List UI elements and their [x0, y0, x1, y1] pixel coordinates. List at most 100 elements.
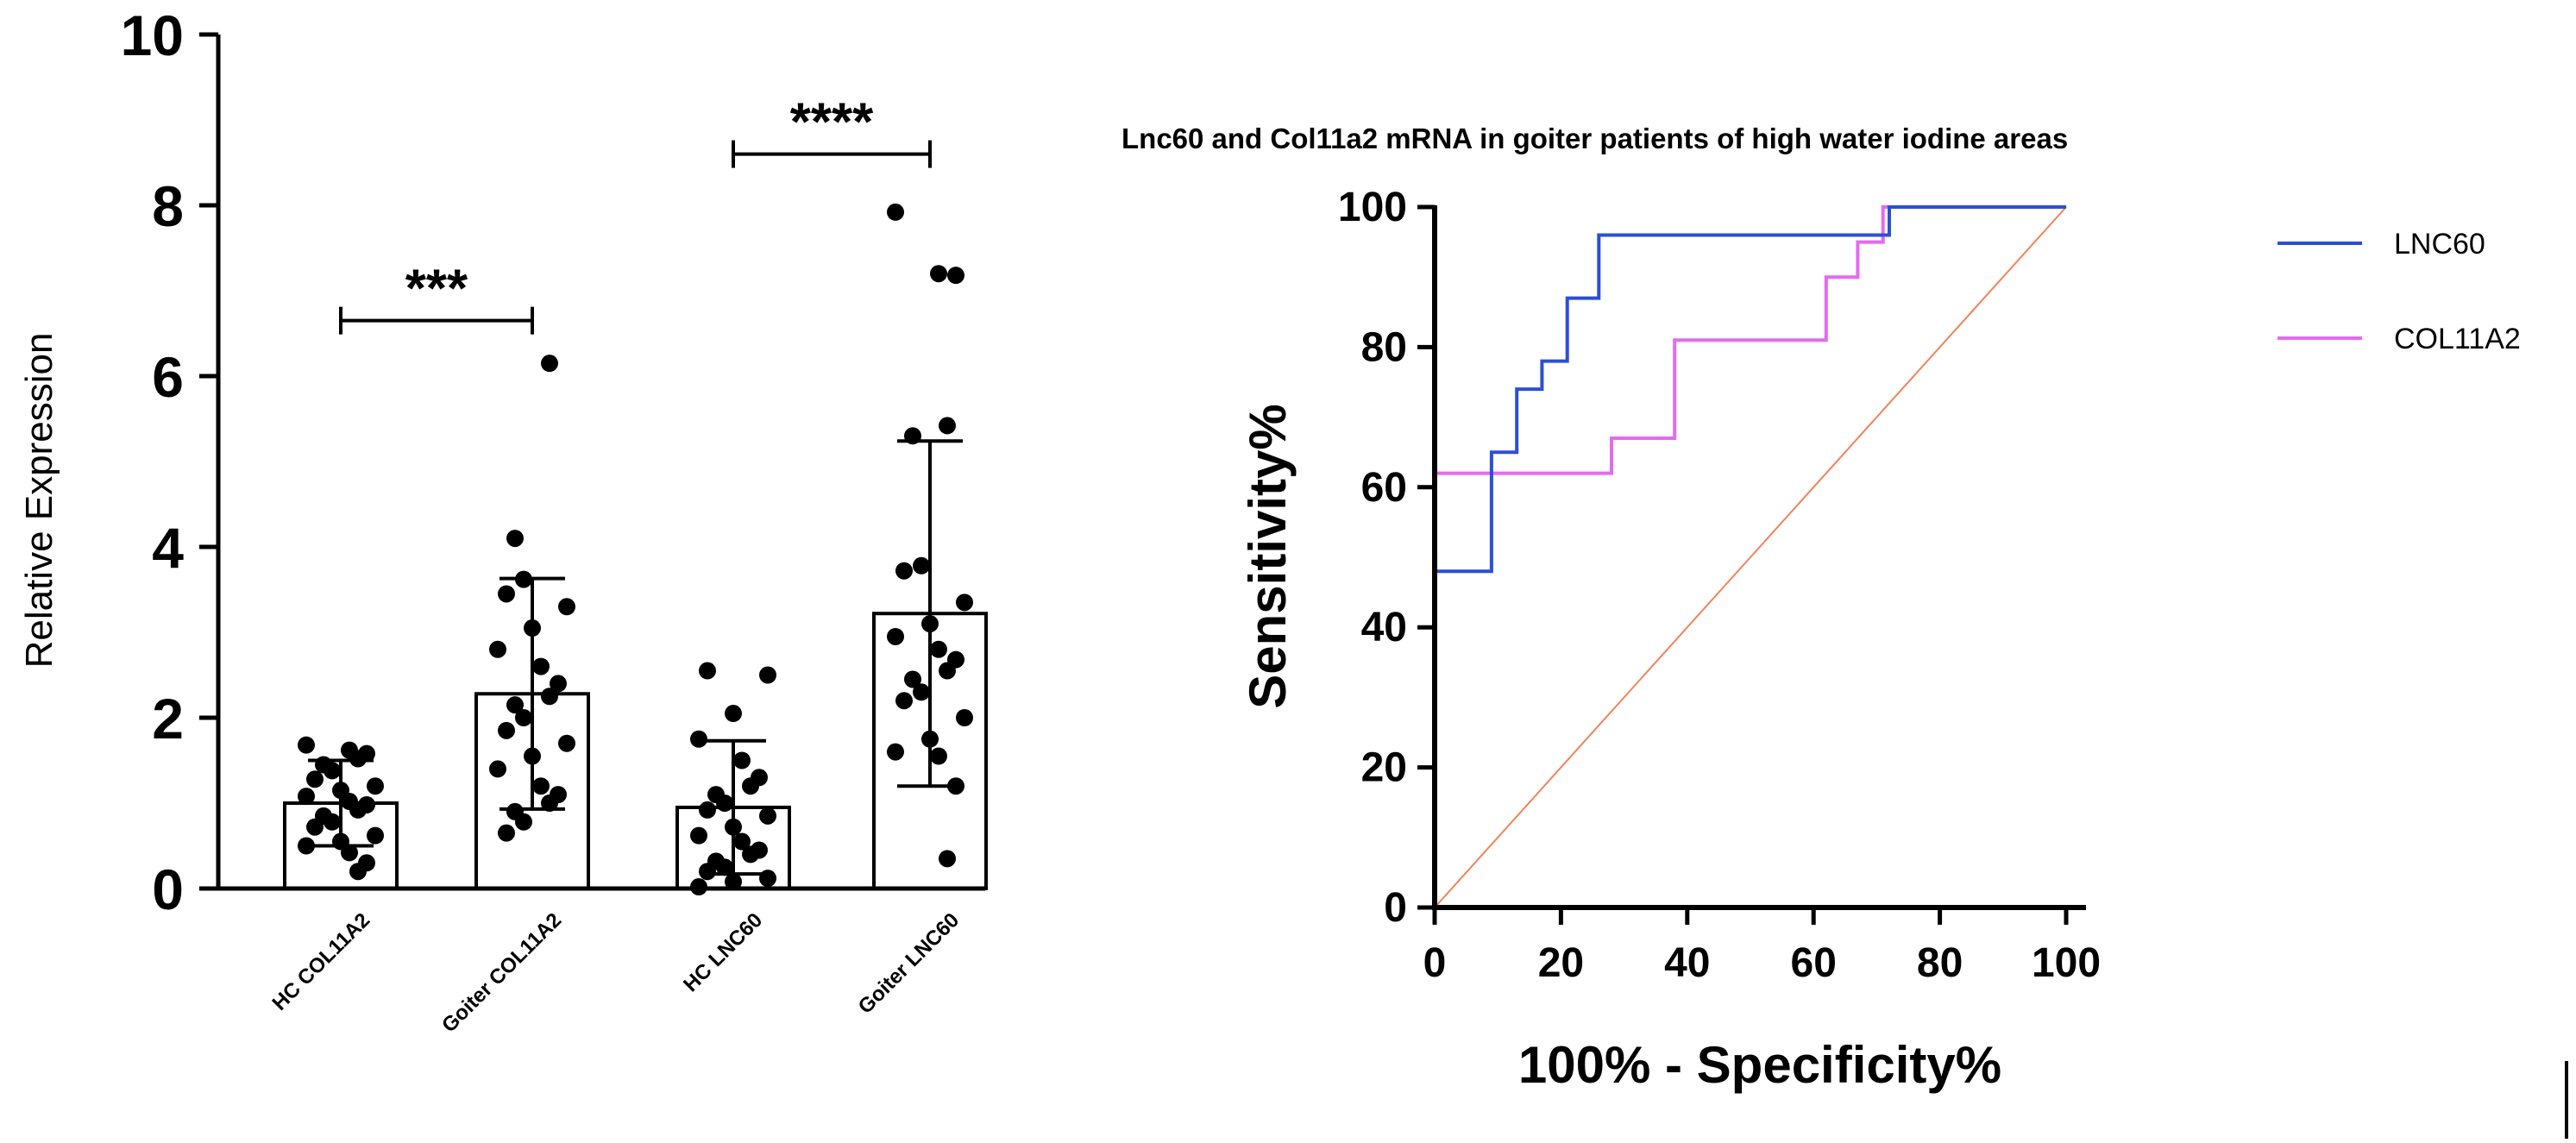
- data-point: [532, 777, 550, 795]
- data-point: [298, 837, 315, 855]
- data-point: [699, 662, 716, 680]
- data-point: [550, 675, 567, 693]
- data-point: [306, 770, 324, 788]
- data-point: [947, 267, 964, 285]
- data-point: [532, 657, 550, 675]
- legend-label-col11a2: COL11A2: [2394, 323, 2521, 355]
- data-point: [349, 863, 367, 881]
- data-point: [939, 850, 956, 868]
- data-point: [887, 743, 904, 761]
- data-point: [489, 640, 506, 658]
- roc-y-tick-label: 40: [1361, 605, 1407, 650]
- data-point: [759, 807, 776, 825]
- data-point: [725, 818, 742, 836]
- roc-x-tick-label: 80: [1917, 940, 1963, 986]
- bar-x-tick-label: Goiter COL11A2: [437, 908, 566, 1037]
- data-point: [349, 801, 367, 819]
- data-point: [506, 530, 524, 548]
- data-point: [498, 824, 515, 842]
- roc-y-tick-label: 100: [1338, 185, 1407, 230]
- data-point: [324, 813, 341, 831]
- data-point: [921, 730, 939, 748]
- data-point: [913, 683, 930, 701]
- data-point: [558, 598, 575, 616]
- data-point: [956, 709, 973, 726]
- bar-x-tick-label: Goiter LNC60: [854, 908, 964, 1019]
- data-point: [939, 417, 956, 435]
- data-point: [921, 615, 939, 633]
- roc-axis-ticks: 0 20 40 60 80 100 0 20 40 60 80 100: [1338, 185, 2101, 986]
- data-point: [489, 760, 506, 778]
- roc-x-tick-label: 20: [1538, 940, 1584, 986]
- roc-line-lnc60: [1433, 205, 2066, 907]
- data-point: [725, 873, 742, 891]
- data-point: [515, 570, 532, 588]
- bar-y-tick-label: 0: [152, 857, 184, 921]
- roc-y-tick-label: 0: [1384, 885, 1407, 931]
- roc-x-tick-label: 40: [1664, 940, 1710, 986]
- data-point: [690, 826, 707, 845]
- data-point: [349, 750, 367, 768]
- bar-y-axis-ticks: 0 2 4 6 8 10: [121, 3, 218, 921]
- data-point: [515, 709, 532, 726]
- data-point: [558, 734, 575, 752]
- roc-y-tick-label: 20: [1361, 745, 1407, 791]
- data-point: [524, 619, 541, 637]
- bar-error-bars: [308, 439, 963, 876]
- data-point: [759, 870, 776, 888]
- data-point: [939, 662, 956, 680]
- data-point: [904, 670, 921, 688]
- roc-chart: Lnc60 and Col11a2 mRNA in goiter patient…: [1122, 122, 2521, 1094]
- data-point: [306, 818, 324, 836]
- roc-chart-title: Lnc60 and Col11a2 mRNA in goiter patient…: [1122, 122, 2068, 154]
- data-point: [298, 788, 315, 806]
- bar-x-tick-label: HC LNC60: [679, 908, 767, 996]
- data-point: [699, 801, 716, 819]
- significance-label: ****: [790, 93, 874, 153]
- legend-label-lnc60: LNC60: [2394, 228, 2485, 261]
- data-point: [895, 562, 913, 580]
- data-point: [524, 747, 541, 765]
- data-point: [541, 794, 558, 812]
- data-point: [904, 427, 921, 445]
- data-point: [956, 593, 973, 612]
- bar-significance-brackets: *******: [339, 93, 932, 335]
- data-point: [699, 863, 716, 881]
- data-point: [541, 355, 558, 373]
- bar-x-axis-labels: HC COL11A2 Goiter COL11A2 HC LNC60 Goiter L…: [267, 908, 964, 1037]
- data-point: [541, 688, 558, 706]
- roc-x-tick-label: 60: [1791, 940, 1837, 986]
- data-point: [716, 794, 733, 812]
- roc-x-axis-title: 100% - Specificity%: [1518, 1036, 2001, 1094]
- data-point: [341, 844, 358, 862]
- roc-y-tick-label: 80: [1361, 324, 1407, 370]
- roc-reference-line: [1434, 206, 2067, 908]
- roc-legend: LNC60 COL11A2: [2278, 228, 2521, 355]
- data-point: [742, 777, 759, 795]
- data-point: [887, 203, 904, 221]
- data-point: [515, 813, 532, 831]
- data-point: [367, 777, 384, 795]
- roc-y-axis-title: Sensitivity%: [1239, 404, 1297, 708]
- data-point: [324, 762, 341, 780]
- roc-y-tick-label: 60: [1361, 465, 1407, 511]
- data-point: [690, 730, 707, 748]
- bar-y-tick-label: 2: [152, 687, 184, 750]
- data-point: [913, 556, 930, 575]
- data-point: [947, 777, 964, 795]
- bar-series: [283, 612, 988, 891]
- data-point: [725, 705, 742, 723]
- data-point: [759, 666, 776, 684]
- bar-y-axis-title: Relative Expression: [18, 333, 60, 669]
- data-point: [298, 736, 315, 754]
- bar-y-tick-label: 6: [152, 345, 184, 409]
- data-point: [733, 832, 751, 851]
- bar-y-tick-label: 10: [121, 3, 184, 67]
- bar-scatter-points: [298, 203, 973, 896]
- data-point: [498, 721, 515, 739]
- data-point: [930, 640, 947, 658]
- data-point: [930, 265, 947, 283]
- data-point: [367, 826, 384, 845]
- roc-series-lines: [1433, 205, 2067, 908]
